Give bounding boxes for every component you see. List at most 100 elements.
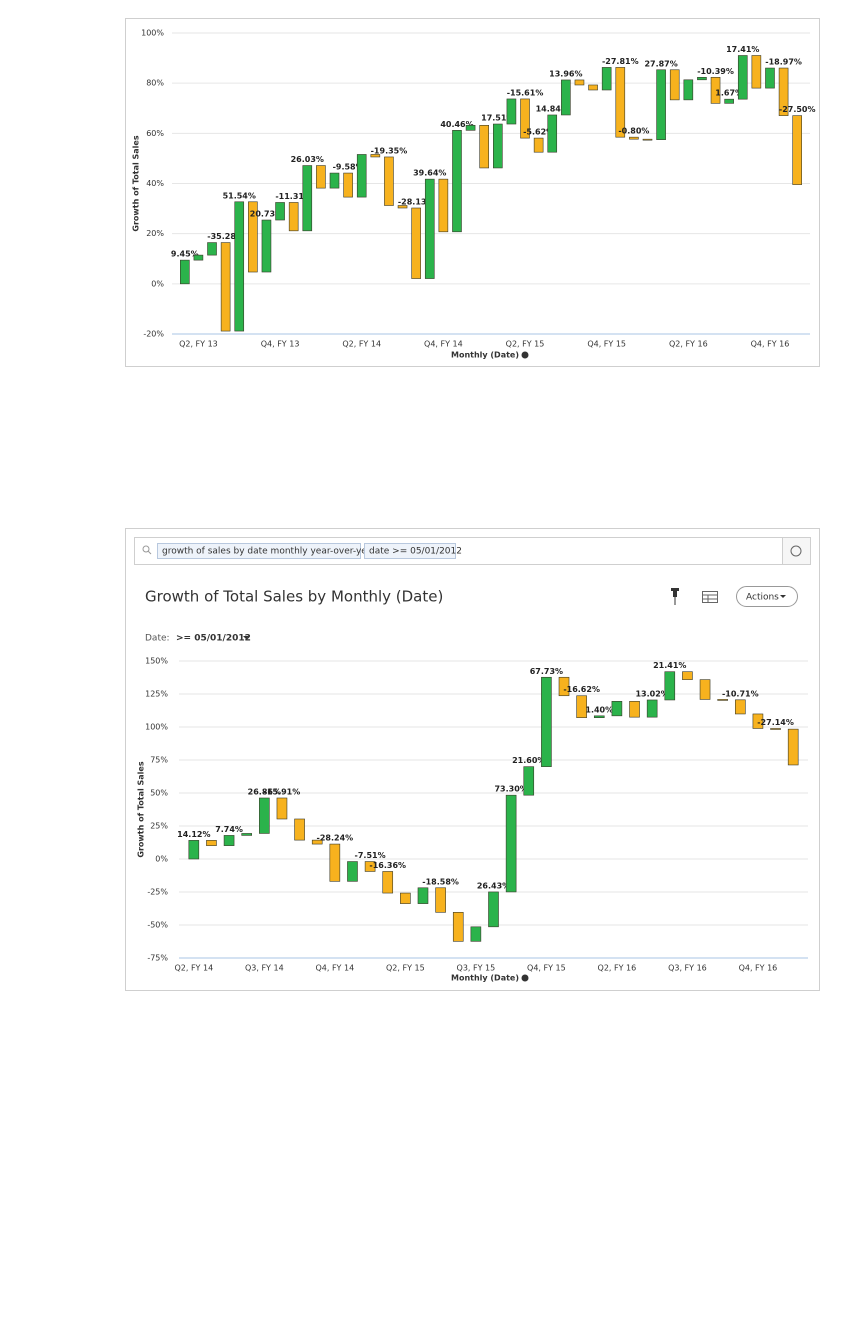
bar — [734, 699, 746, 715]
data-label: -7.51% — [355, 851, 386, 860]
help-icon — [790, 545, 802, 557]
y-tick-label: 125% — [145, 690, 168, 699]
bar — [629, 136, 639, 140]
bar — [452, 130, 462, 233]
y-tick-label: 0% — [151, 279, 164, 288]
search-token-text: date >= 05/01/2012 — [369, 547, 462, 557]
bar — [682, 671, 693, 680]
bar — [541, 676, 552, 767]
data-label: 14.12% — [177, 830, 210, 839]
data-label: -18.97% — [765, 58, 802, 67]
search-token[interactable] — [364, 543, 456, 559]
bar — [505, 794, 517, 893]
bar — [717, 699, 728, 701]
data-label: 17.51% — [481, 114, 514, 123]
bar — [329, 172, 340, 189]
bar — [751, 55, 762, 89]
x-tick-label: Q2, FY 16 — [598, 964, 637, 973]
y-tick-label: 20% — [146, 229, 164, 238]
x-tick-label: Q3, FY 14 — [245, 964, 284, 973]
x-tick-label: Q2, FY 16 — [669, 340, 708, 349]
data-label: 17.41% — [726, 45, 759, 54]
data-label: -16.62% — [563, 685, 600, 694]
data-label: 21.60% — [512, 756, 545, 765]
bar — [615, 67, 626, 138]
bar — [400, 892, 411, 904]
bar — [699, 679, 711, 700]
bar — [547, 114, 558, 153]
actions-button[interactable] — [736, 586, 798, 607]
bar — [294, 818, 305, 841]
x-tick-label: Q3, FY 16 — [668, 964, 707, 973]
data-label: 21.41% — [653, 661, 686, 670]
search-token[interactable] — [157, 543, 361, 559]
pin-icon[interactable] — [671, 588, 679, 605]
table-outline — [702, 591, 718, 603]
data-label: -27.81% — [602, 57, 639, 66]
bar — [752, 713, 764, 729]
data-label: 7.74% — [215, 825, 243, 834]
data-label: 39.64% — [413, 169, 446, 178]
bar — [343, 172, 353, 198]
bar — [411, 207, 421, 279]
data-label: -11.31% — [275, 192, 312, 201]
bar — [601, 67, 612, 91]
filter-label: Date: — [145, 634, 170, 644]
y-tick-label: 100% — [141, 29, 164, 38]
bar — [220, 242, 231, 332]
bar — [642, 138, 653, 141]
bar — [311, 839, 323, 845]
pin-head — [671, 588, 679, 591]
bar — [593, 715, 605, 718]
bar — [234, 201, 245, 332]
bar — [770, 728, 781, 730]
x-tick-label: Q2, FY 15 — [386, 964, 425, 973]
bar — [683, 79, 694, 101]
bar — [424, 178, 435, 279]
bar — [737, 55, 748, 100]
bar — [248, 201, 258, 273]
bar — [206, 840, 217, 846]
bar — [520, 98, 530, 139]
data-label: 26.86% — [248, 787, 281, 796]
bar — [370, 154, 381, 158]
filter-value[interactable]: >= 05/01/2012 — [176, 634, 251, 644]
x-tick-label: Q2, FY 15 — [506, 340, 545, 349]
data-label: 1.67% — [715, 89, 743, 98]
bar — [574, 79, 585, 86]
data-label: -16.36% — [369, 861, 406, 870]
bar — [180, 259, 190, 285]
y-tick-label: -50% — [147, 921, 168, 930]
x-axis-title: Monthly (Date) — [451, 351, 519, 360]
bar — [479, 125, 489, 169]
y-axis-title: Growth of Total Sales — [132, 135, 141, 231]
bar — [470, 926, 482, 942]
x-tick-label: Q4, FY 14 — [315, 964, 354, 973]
data-label: -15.91% — [264, 787, 301, 796]
search-token-text: growth of sales by date monthly year-ove… — [162, 547, 376, 557]
data-label: -28.13% — [398, 198, 435, 207]
data-label: -15.61% — [507, 88, 544, 97]
bar — [316, 165, 326, 189]
bar — [697, 76, 707, 81]
bar — [787, 728, 799, 766]
data-label: -5.62% — [523, 128, 554, 137]
help-button[interactable] — [782, 537, 811, 565]
x-tick-label: Q2, FY 14 — [342, 340, 381, 349]
bar — [435, 887, 446, 913]
table-icon[interactable] — [702, 591, 718, 604]
data-label: 67.73% — [530, 667, 563, 676]
bar — [364, 861, 376, 872]
y-tick-label: 100% — [145, 723, 168, 732]
bar — [669, 69, 680, 101]
bar — [533, 137, 544, 153]
bar — [356, 154, 367, 198]
data-label: 40.46% — [440, 120, 473, 129]
y-tick-label: 80% — [146, 79, 164, 88]
data-label: 20.73% — [250, 210, 283, 219]
bar — [778, 67, 789, 116]
bar — [275, 202, 285, 221]
bar — [588, 84, 598, 91]
y-tick-label: 25% — [150, 822, 168, 831]
